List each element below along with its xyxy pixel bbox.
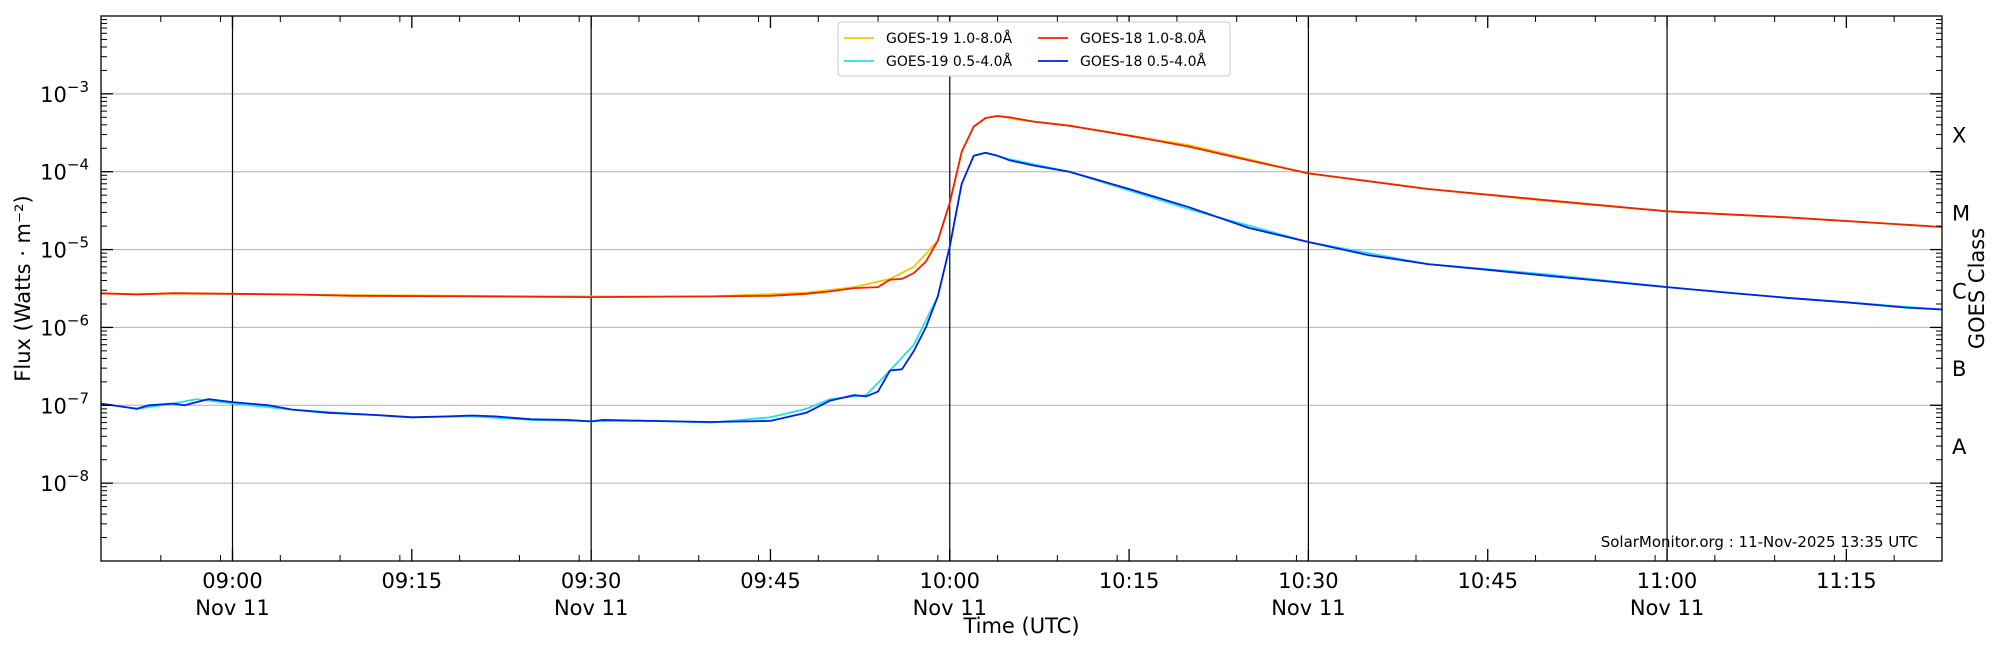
goes-class-label-b: B [1952, 357, 1966, 381]
x-tick-time-label: 10:30 [1278, 569, 1339, 593]
day-separator-lines [231, 16, 1668, 561]
x-tick-time-label: 10:45 [1457, 569, 1518, 593]
y-tick-label: 10−7 [40, 389, 89, 418]
x-axis-title: Time (UTC) [962, 614, 1079, 638]
flux-series [100, 115, 1943, 424]
series-line-1 [101, 115, 1943, 298]
goes-class-axis-title: GOES Class [1965, 228, 1989, 349]
series-line-3 [100, 115, 1943, 299]
x-tick-time-label: 09:45 [740, 569, 801, 593]
x-tick-date-label: Nov 11 [554, 596, 628, 620]
legend-label-3: GOES-18 1.0-8.0Å [1080, 30, 1206, 47]
goes-class-label-c: C [1952, 279, 1967, 303]
x-tick-date-label: Nov 11 [1630, 596, 1704, 620]
x-tick-time-label: 09:15 [382, 569, 443, 593]
x-tick-labels: 09:00 Nov 11 09:15 09:30 Nov 11 09:45 10:00 Nov… [195, 569, 1876, 620]
x-tick-time-label: 09:00 [202, 569, 263, 593]
goes-class-label-x: X [1952, 124, 1966, 148]
legend-box [837, 21, 1231, 77]
goes-class-label-a: A [1952, 435, 1967, 459]
legend-label-4: GOES-18 0.5-4.0Å [1080, 53, 1206, 70]
horizontal-gridlines [101, 93, 1942, 484]
credit-text: SolarMonitor.org : 11-Nov-2025 13:35 UTC [1601, 533, 1918, 551]
goes-class-labels: A B C M X [1952, 124, 1970, 459]
y-tick-label: 10−3 [40, 78, 89, 107]
y-tick-label: 10−8 [40, 467, 89, 496]
y-tick-label: 10−5 [40, 234, 89, 263]
legend-label-2: GOES-19 0.5-4.0Å [886, 53, 1012, 70]
x-tick-time-label: 11:15 [1816, 569, 1877, 593]
legend: GOES-19 1.0-8.0Å GOES-19 0.5-4.0Å GOES-18 … [837, 21, 1231, 77]
y-tick-labels: 10−8 10−7 10−6 10−5 10−4 10−3 [40, 78, 89, 496]
y-axis-title: Flux (Watts · m⁻²) [11, 195, 35, 381]
series-line-4 [100, 151, 1943, 423]
x-tick-date-label: Nov 11 [913, 596, 987, 620]
x-tick-time-label: 11:00 [1637, 569, 1698, 593]
x-tick-time-label: 10:15 [1099, 569, 1160, 593]
x-tick-date-label: Nov 11 [1271, 596, 1345, 620]
goes-class-label-m: M [1952, 201, 1970, 225]
legend-label-1: GOES-19 1.0-8.0Å [886, 30, 1012, 47]
y-tick-label: 10−6 [40, 311, 89, 340]
plot-frame [100, 15, 1943, 562]
axis-ticks [100, 16, 1942, 561]
y-tick-label: 10−4 [40, 156, 89, 185]
x-tick-time-label: 09:30 [561, 569, 622, 593]
x-tick-time-label: 10:00 [920, 569, 981, 593]
x-tick-date-label: Nov 11 [195, 596, 269, 620]
